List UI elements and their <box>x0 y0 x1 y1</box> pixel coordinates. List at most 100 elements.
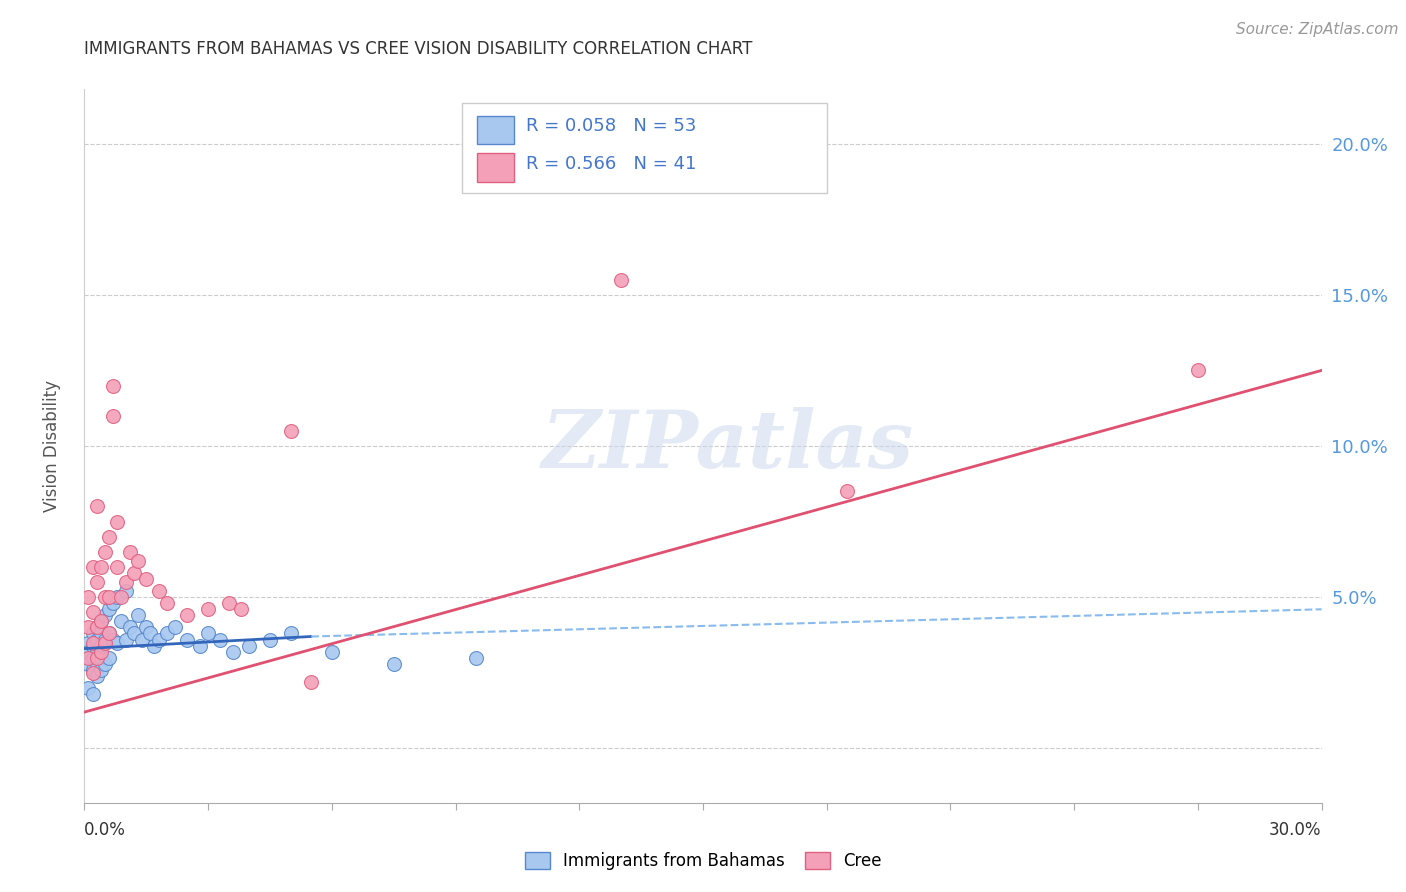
Point <box>82 665 104 680</box>
Text: ZIPatlas: ZIPatlas <box>541 408 914 484</box>
Point <box>82 663 104 677</box>
Point <box>465 650 488 665</box>
Point <box>90 615 112 629</box>
Point <box>110 590 132 604</box>
Point <box>82 650 104 665</box>
Point <box>238 639 260 653</box>
Point <box>98 626 121 640</box>
Point <box>222 645 245 659</box>
Point <box>86 657 108 671</box>
Point <box>94 657 117 671</box>
Point <box>127 554 149 568</box>
Point <box>218 596 240 610</box>
Point <box>122 626 145 640</box>
Point <box>176 608 198 623</box>
Point <box>90 663 112 677</box>
Point <box>77 635 100 649</box>
Point <box>82 635 104 649</box>
Point <box>98 590 121 604</box>
Point <box>105 590 128 604</box>
Point <box>86 620 108 634</box>
Point <box>103 596 125 610</box>
FancyBboxPatch shape <box>477 153 513 182</box>
Point <box>229 602 252 616</box>
Point <box>94 608 117 623</box>
Text: 30.0%: 30.0% <box>1270 821 1322 839</box>
Point <box>156 626 179 640</box>
Point <box>82 605 104 619</box>
Point <box>98 602 121 616</box>
Point <box>122 566 145 580</box>
Point <box>86 645 108 659</box>
Point <box>86 620 108 634</box>
Point <box>197 626 219 640</box>
Point <box>135 620 157 634</box>
Point <box>280 626 302 640</box>
Text: 0.0%: 0.0% <box>84 821 127 839</box>
Point <box>94 635 117 649</box>
Point <box>148 584 170 599</box>
Point <box>1187 363 1209 377</box>
Point <box>77 657 100 671</box>
Point <box>103 378 125 392</box>
Point <box>105 635 128 649</box>
Point <box>110 615 132 629</box>
Point <box>77 650 100 665</box>
Text: R = 0.566   N = 41: R = 0.566 N = 41 <box>526 155 696 173</box>
Point <box>94 545 117 559</box>
Point <box>118 620 141 634</box>
Point <box>131 632 153 647</box>
Point <box>90 615 112 629</box>
Point <box>103 409 125 423</box>
Point <box>86 650 108 665</box>
Point <box>77 620 100 634</box>
Point <box>139 626 162 640</box>
Point <box>135 572 157 586</box>
Point <box>156 596 179 610</box>
Point <box>94 632 117 647</box>
Point <box>382 657 405 671</box>
Point <box>114 632 136 647</box>
Text: R = 0.058   N = 53: R = 0.058 N = 53 <box>526 118 696 136</box>
Point <box>114 575 136 590</box>
Point <box>77 590 100 604</box>
Text: IMMIGRANTS FROM BAHAMAS VS CREE VISION DISABILITY CORRELATION CHART: IMMIGRANTS FROM BAHAMAS VS CREE VISION D… <box>84 40 752 58</box>
Legend: Immigrants from Bahamas, Cree: Immigrants from Bahamas, Cree <box>517 845 889 877</box>
FancyBboxPatch shape <box>461 103 827 193</box>
Point <box>609 273 631 287</box>
Point <box>299 674 322 689</box>
Point <box>176 632 198 647</box>
Point <box>127 608 149 623</box>
Point <box>98 626 121 640</box>
Point <box>77 681 100 695</box>
Point <box>82 560 104 574</box>
Point <box>103 632 125 647</box>
Point <box>98 530 121 544</box>
Point <box>280 424 302 438</box>
Point <box>82 639 104 653</box>
Point <box>259 632 281 647</box>
Point <box>165 620 187 634</box>
Point <box>82 687 104 701</box>
Y-axis label: Vision Disability: Vision Disability <box>42 380 60 512</box>
Point <box>105 515 128 529</box>
Point <box>98 650 121 665</box>
FancyBboxPatch shape <box>477 116 513 145</box>
Point <box>82 626 104 640</box>
Point <box>94 590 117 604</box>
Point <box>86 500 108 514</box>
Point <box>86 575 108 590</box>
Point <box>197 602 219 616</box>
Point <box>188 639 211 653</box>
Point <box>148 632 170 647</box>
Point <box>105 560 128 574</box>
Point <box>90 650 112 665</box>
Point <box>321 645 343 659</box>
Point <box>90 626 112 640</box>
Point <box>837 484 859 499</box>
Point <box>90 560 112 574</box>
Point <box>114 584 136 599</box>
Point <box>90 645 112 659</box>
Point <box>77 645 100 659</box>
Point <box>90 639 112 653</box>
